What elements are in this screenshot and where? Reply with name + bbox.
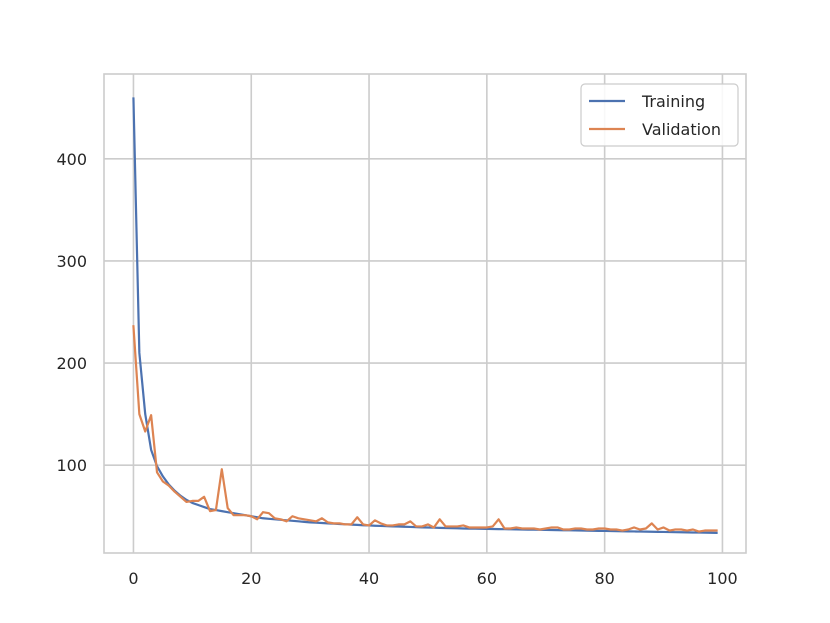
grid-lines <box>104 74 746 553</box>
axes-frame <box>103 73 747 554</box>
plot-area <box>132 97 718 534</box>
x-tick-label: 0 <box>128 569 138 588</box>
x-tick-label: 60 <box>477 569 497 588</box>
y-axis-ticks: 100 200 300 400 <box>56 150 87 475</box>
x-tick-label: 100 <box>707 569 738 588</box>
x-tick-label: 20 <box>241 569 261 588</box>
legend-label-training: Training <box>641 92 705 111</box>
x-tick-label: 40 <box>359 569 379 588</box>
series-line-validation <box>132 325 718 533</box>
legend-box <box>580 83 739 147</box>
x-tick-label: 80 <box>594 569 614 588</box>
y-tick-label: 400 <box>56 150 87 169</box>
y-tick-label: 200 <box>56 354 87 373</box>
series-line-training <box>132 97 718 534</box>
x-axis-ticks: 0 20 40 60 80 100 <box>128 569 737 588</box>
legend-label-validation: Validation <box>642 120 721 139</box>
y-tick-label: 100 <box>56 456 87 475</box>
y-tick-label: 300 <box>56 252 87 271</box>
legend: Training Validation <box>580 83 739 147</box>
